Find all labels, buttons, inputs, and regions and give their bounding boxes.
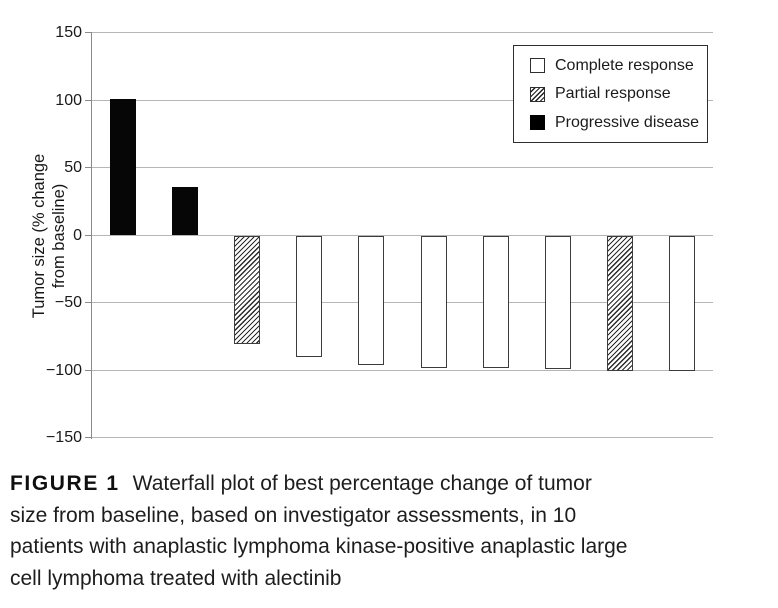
y-tick-mark [85, 99, 92, 101]
gridline [92, 32, 713, 34]
gridline [92, 99, 713, 101]
gridline [92, 437, 713, 439]
legend-label: Partial response [555, 85, 671, 102]
y-tick-mark [85, 32, 92, 34]
bar-patient-10 [668, 235, 695, 371]
gridline [92, 167, 713, 169]
legend-item-progressive-disease: Progressive disease [530, 114, 707, 132]
legend: Complete response Partial response Progr… [513, 45, 708, 143]
caption-line: patients with anaplastic lymphoma kinase… [10, 535, 628, 559]
y-tick-label: 100 [55, 91, 82, 109]
bar-patient-4 [296, 235, 323, 357]
y-tick-label: −150 [45, 429, 82, 446]
bar-patient-2 [172, 186, 199, 236]
y-tick-mark [85, 437, 92, 439]
y-tick-label: −100 [45, 361, 82, 379]
bar-patient-8 [544, 235, 571, 370]
caption-line: cell lymphoma treated with alectinib [10, 566, 342, 590]
y-tick-label: 150 [55, 24, 82, 41]
bar-patient-1 [110, 99, 137, 236]
figure-number: FIGURE 1 [10, 472, 120, 495]
y-tick-label: 50 [64, 159, 82, 176]
gridline [92, 369, 713, 371]
caption-text: Waterfall plot of best percentage change… [132, 472, 592, 495]
caption-line: size from baseline, based on investigato… [10, 503, 577, 527]
y-axis-line [90, 33, 92, 439]
gridline [92, 234, 713, 236]
bar-patient-6 [420, 235, 447, 368]
y-tick-label: −50 [54, 294, 82, 311]
bar-patient-7 [482, 235, 509, 368]
bar-patient-9 [606, 235, 633, 371]
bar-patient-5 [358, 235, 385, 366]
gridline [92, 302, 713, 304]
legend-item-partial-response: Partial response [530, 85, 707, 103]
complete-response-swatch-icon [530, 58, 545, 73]
legend-label: Complete response [555, 56, 694, 74]
caption-line: FIGURE 1 Waterfall plot of best percentag… [10, 468, 772, 500]
legend-item-complete-response: Complete response [530, 57, 707, 75]
figure-caption: FIGURE 1 Waterfall plot of best percentag… [10, 468, 772, 594]
y-tick-mark [85, 369, 92, 371]
progressive-disease-swatch-icon [530, 115, 545, 130]
y-tick-mark [85, 234, 92, 236]
bar-patient-3 [234, 235, 261, 344]
legend-label: Progressive disease [555, 113, 700, 131]
partial-response-swatch-icon [530, 86, 545, 102]
y-tick-label: 0 [73, 226, 82, 244]
y-tick-mark [85, 167, 92, 169]
plot-area: 150 100 50 0 −50 −100 −150 [46, 24, 713, 446]
y-tick-mark [85, 302, 92, 304]
